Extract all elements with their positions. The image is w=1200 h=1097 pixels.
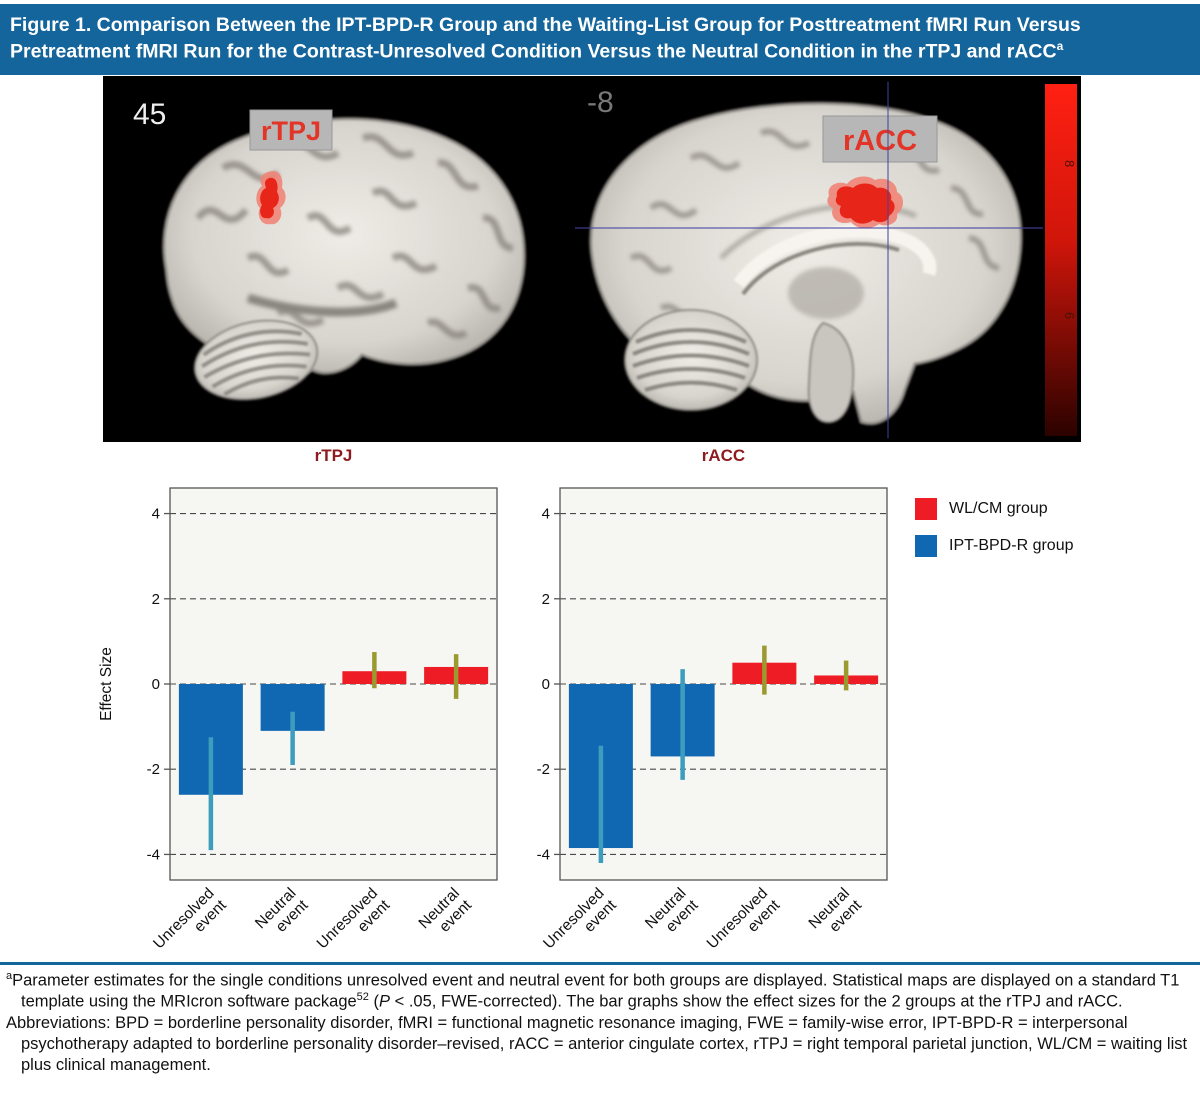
colorbar-tick-8: 8 [1062,160,1077,167]
legend-swatch-iptbpdr [915,535,937,557]
footnote-parameter-estimates: aParameter estimates for the single cond… [6,970,1194,1013]
brain-slice-lateral: rTPJ [162,109,526,401]
y-tick-label: 0 [152,676,160,693]
brain-slice-midsagittal: rACC [589,101,1023,426]
abbreviations-text: Abbreviations: BPD = borderline personal… [6,1013,1188,1074]
y-tick-label: 0 [542,676,550,693]
brain2-thalamus [788,267,864,319]
footnote-p-italic: P [379,992,391,1011]
slice2-coordinate: -8 [587,86,614,119]
footnote-text-1: Parameter estimates for the single condi… [12,971,1180,1011]
x-tick-label: Neutralevent [416,884,476,944]
y-tick-label: 4 [542,506,550,523]
t-value-colorbar [1045,84,1077,436]
activation-rtpj [260,177,279,219]
y-tick-label: -2 [537,761,550,778]
x-tick-label: Unresolvedevent [150,884,230,960]
legend-item-wlcm: WL/CM group [915,498,1073,520]
footnote-reference-52: 52 [356,991,369,1004]
y-tick-label: 2 [152,591,160,608]
activation-racc [835,183,895,224]
chart-legend: WL/CM group IPT-BPD-R group [915,498,1073,572]
footnote-superscript-a: a [6,970,13,982]
figure-title: Figure 1. Comparison Between the IPT-BPD… [10,14,1081,63]
chart-title: rACC [702,446,745,465]
mri-panel: rTPJ 45 [103,76,1081,442]
figure-title-bar: Figure 1. Comparison Between the IPT-BPD… [0,4,1200,76]
x-tick-label: Neutralevent [806,884,866,944]
colorbar-tick-6: 6 [1062,312,1077,319]
y-tick-label: -4 [147,846,160,863]
figure-title-superscript: a [1056,38,1064,53]
footnote-abbreviations: Abbreviations: BPD = borderline personal… [6,1013,1194,1076]
x-tick-label: Neutralevent [642,884,702,944]
footnotes: aParameter estimates for the single cond… [6,970,1194,1076]
footnote-separator [0,962,1200,965]
x-tick-label: Unresolvedevent [540,884,620,960]
y-tick-label: -4 [537,846,550,863]
racc-label: rACC [843,125,917,157]
x-tick-label: Unresolvedevent [704,884,784,960]
legend-label-wlcm: WL/CM group [949,500,1048,517]
brain2-cerebellum [624,309,758,411]
chart-title: rTPJ [315,446,353,465]
footnote-text-2: ( [368,992,380,1011]
corpus-callosum [733,224,937,288]
brainstem [807,321,855,424]
legend-label-iptbpdr: IPT-BPD-R group [949,537,1074,554]
x-tick-label: Unresolvedevent [314,884,394,960]
legend-item-iptbpdr: IPT-BPD-R group [915,535,1073,557]
y-tick-label: 4 [152,506,160,523]
rtpj-label-box [249,109,333,151]
mri-figure: rTPJ 45 [133,82,1077,438]
corpus-callosum-inner [741,242,900,296]
footnote-text-3: < .05, FWE-corrected). The bar graphs sh… [390,992,1123,1011]
y-axis-label: Effect Size [98,647,115,721]
legend-swatch-wlcm [915,498,937,520]
brain1-cerebellum [193,319,319,401]
rtpj-label: rTPJ [261,116,321,146]
racc-label-box [822,115,938,163]
y-tick-label: -2 [147,761,160,778]
slice1-coordinate: 45 [133,98,166,131]
y-tick-label: 2 [542,591,550,608]
x-tick-label: Neutralevent [252,884,312,944]
